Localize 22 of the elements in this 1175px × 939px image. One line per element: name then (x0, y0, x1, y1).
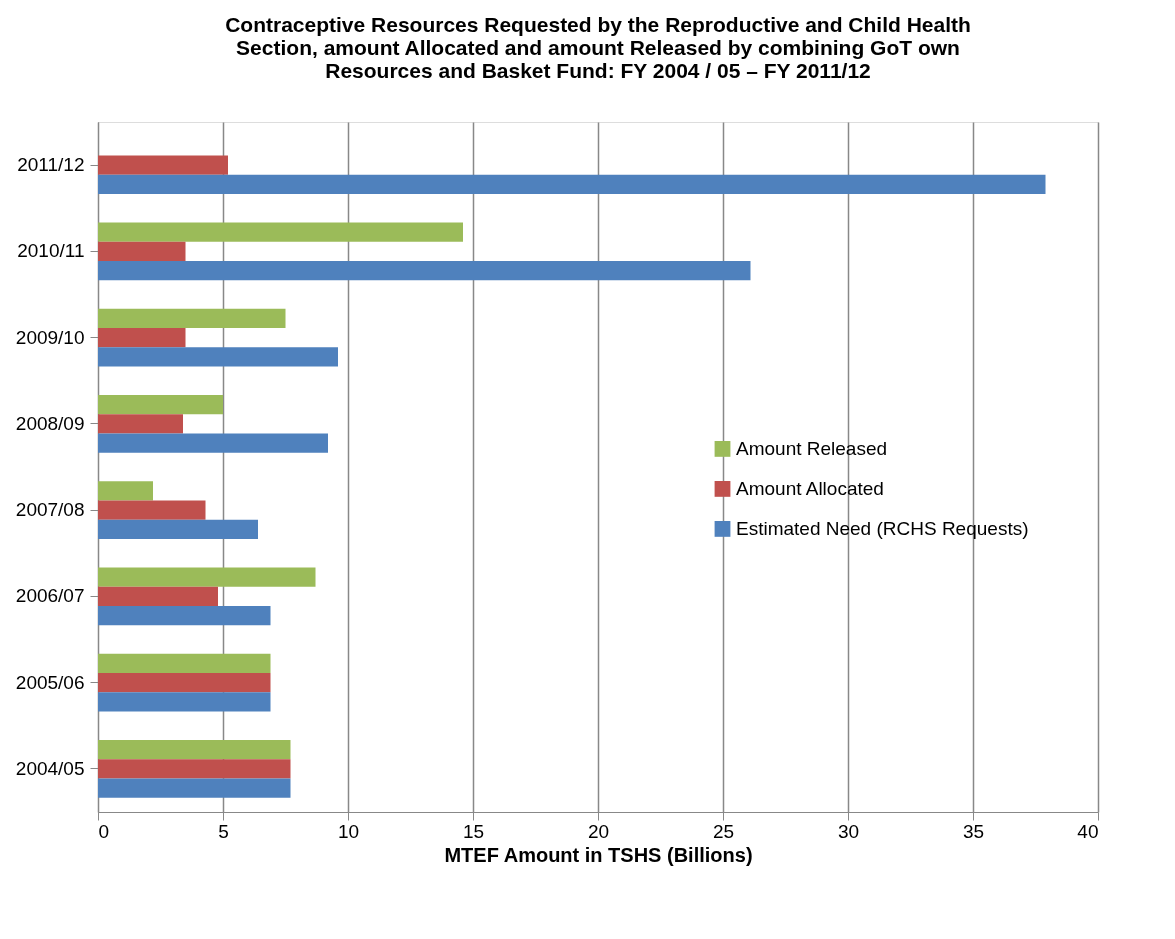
y-tick-label: 2010/11 (17, 240, 85, 262)
y-tick-label: 2006/07 (15, 585, 85, 607)
y-tick-label: 2004/05 (15, 757, 85, 779)
x-tick-label: 20 (587, 820, 610, 842)
x-tick-label: 15 (462, 820, 485, 842)
x-tick-label: 25 (712, 820, 735, 842)
y-tick-label: 2007/08 (15, 499, 85, 521)
x-tick-label: 40 (1077, 820, 1099, 842)
legend-label: Amount Released (736, 437, 888, 459)
x-axis-title: MTEF Amount in TSHS (Billions) (444, 843, 753, 866)
x-tick-label: 0 (98, 820, 110, 842)
x-tick-label: 30 (837, 820, 860, 842)
y-tick-label: 2011/12 (17, 154, 85, 176)
y-tick-label: 2005/06 (15, 671, 85, 693)
x-tick-label: 10 (337, 820, 360, 842)
x-tick-label: 35 (962, 820, 985, 842)
y-tick-label: 2009/10 (15, 326, 85, 348)
x-tick-label: 5 (218, 820, 229, 842)
chart-title: Contraceptive Resources Requested by the Reproductive and Child Health Section, amount Allocated and amount Released by combining GoT own Resources and Basket Fund: FY 2004 / 05 – FY 2011/12 (225, 13, 971, 82)
legend-label: Estimated Need (RCHS Requests) (736, 517, 1029, 539)
y-tick-label: 2008/09 (15, 412, 85, 434)
legend-label: Amount Allocated (736, 477, 884, 499)
